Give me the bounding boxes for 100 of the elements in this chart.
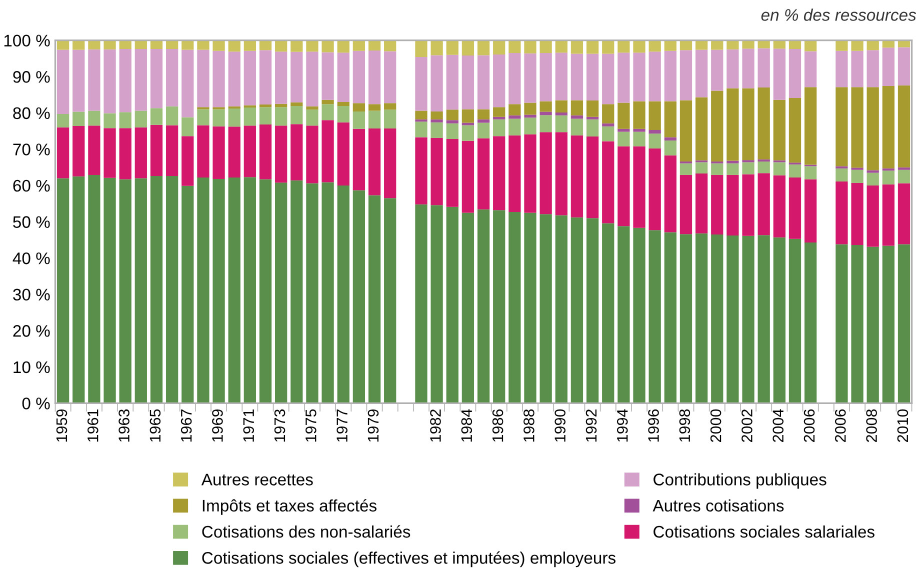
bar — [352, 111, 366, 129]
x-tick-label: 2010 — [897, 409, 908, 442]
bar — [306, 40, 318, 52]
bar — [602, 126, 614, 142]
x-tick-label: 1973 — [274, 409, 286, 442]
bar — [182, 136, 194, 186]
bar — [758, 235, 770, 404]
bar — [477, 138, 490, 210]
bar — [648, 101, 661, 130]
bar — [244, 50, 256, 106]
bar — [430, 205, 443, 404]
bar — [259, 50, 272, 105]
bar — [618, 40, 630, 53]
x-tick-label: 1971 — [243, 410, 254, 442]
bar — [540, 214, 552, 404]
bar — [56, 50, 70, 114]
bar — [104, 49, 116, 114]
bar — [555, 115, 568, 132]
bar — [648, 134, 661, 148]
bar — [540, 115, 552, 132]
bar — [415, 204, 428, 404]
bar — [804, 40, 817, 52]
bar — [508, 53, 521, 104]
bar — [477, 40, 490, 56]
bar — [290, 180, 303, 404]
bar — [228, 108, 240, 127]
bar — [368, 50, 381, 104]
bar — [758, 48, 770, 88]
bar — [290, 52, 303, 102]
bar — [477, 55, 490, 110]
x-tick-label: 1996 — [648, 409, 659, 442]
bar — [898, 85, 910, 168]
x-tick-label: 1984 — [461, 409, 472, 442]
text: en % des ressources — [761, 8, 916, 21]
bar — [524, 53, 536, 103]
bar — [88, 174, 100, 404]
bar — [306, 126, 318, 184]
bar — [72, 50, 85, 112]
bar — [804, 51, 817, 88]
bar — [866, 40, 879, 50]
bar — [228, 126, 240, 178]
y-tick-label: 30 % — [13, 288, 50, 301]
bar — [711, 234, 724, 404]
bar — [212, 50, 225, 108]
bar — [337, 52, 350, 102]
bar — [602, 223, 614, 404]
y-tick-label: 40 % — [12, 252, 50, 264]
bar — [586, 116, 599, 120]
bar — [586, 100, 599, 117]
bar — [898, 183, 910, 244]
bar — [742, 162, 754, 174]
bar — [695, 40, 708, 50]
x-tick-label: 2008 — [866, 409, 877, 442]
bar — [898, 244, 910, 404]
bar — [493, 210, 506, 404]
bar — [851, 170, 864, 183]
bar — [212, 109, 225, 126]
bar — [633, 228, 646, 404]
bar — [664, 155, 676, 232]
bar — [524, 40, 536, 54]
bar — [88, 49, 100, 111]
bar — [695, 97, 708, 160]
bar — [306, 52, 318, 106]
bar — [430, 55, 443, 112]
bar — [540, 132, 552, 214]
bar — [742, 174, 754, 236]
bar — [524, 102, 536, 115]
bar — [836, 40, 848, 51]
bar — [742, 40, 754, 49]
bar — [462, 56, 474, 110]
bar — [322, 104, 334, 120]
bar — [773, 100, 786, 160]
bar — [182, 117, 194, 136]
x-tick-label: 1979 — [368, 409, 379, 442]
bar — [618, 52, 630, 103]
bar — [477, 109, 490, 120]
bar — [836, 244, 848, 404]
bar — [866, 172, 879, 186]
bar — [788, 177, 802, 239]
bar — [197, 40, 210, 50]
bar — [898, 47, 910, 86]
bar — [322, 100, 334, 104]
bar — [72, 112, 85, 126]
bar — [306, 110, 318, 126]
bar — [508, 135, 521, 212]
bar — [462, 140, 474, 213]
bar — [726, 163, 739, 175]
bar — [602, 54, 614, 104]
bar — [166, 176, 178, 404]
y-tick-label: 0 % — [22, 398, 50, 410]
bar — [695, 233, 708, 404]
bar — [56, 178, 70, 404]
bar — [322, 182, 334, 404]
bar — [368, 40, 381, 50]
bar — [337, 185, 350, 404]
bar — [352, 50, 366, 104]
bar — [726, 174, 739, 236]
bar — [648, 148, 661, 230]
bar — [150, 108, 163, 125]
bar — [633, 40, 646, 53]
